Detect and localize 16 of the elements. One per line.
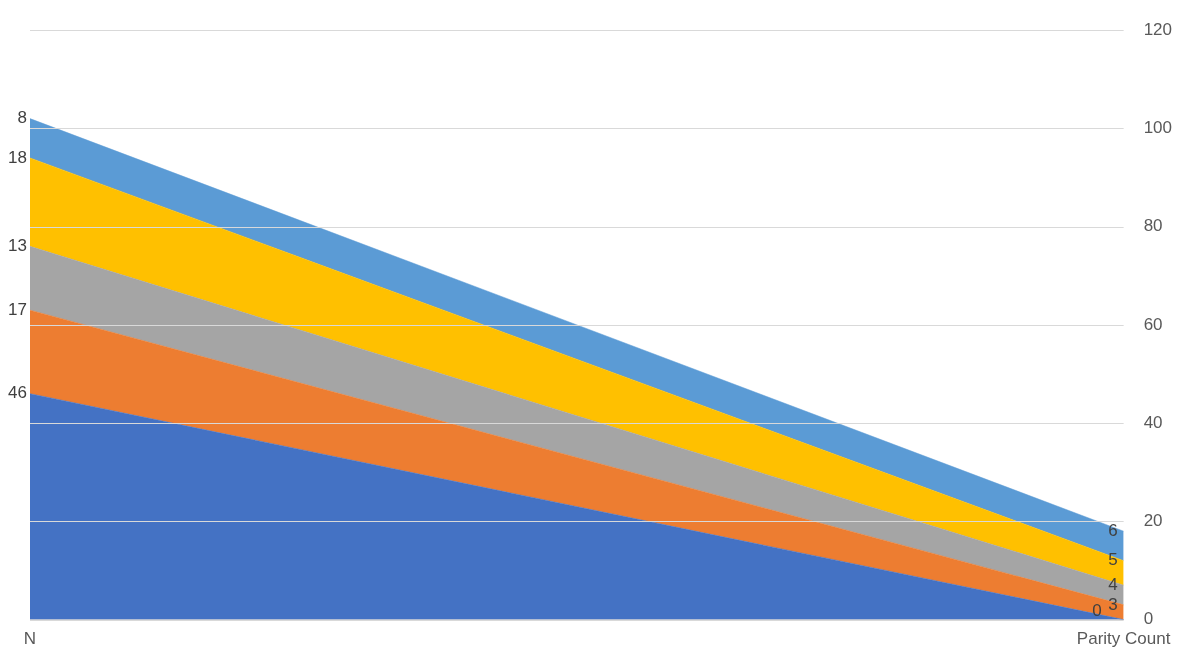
data-label: 8 (17, 108, 27, 128)
data-label: 17 (8, 299, 27, 319)
x-tick-label: N (23, 629, 37, 649)
data-label: 4 (1108, 574, 1118, 594)
x-tick-label: Parity Count (1076, 629, 1171, 649)
data-label: 5 (1108, 550, 1118, 570)
y-tick-label: 0 (1143, 609, 1154, 629)
y-tick-label: 80 (1143, 216, 1163, 236)
y-tick-label: 60 (1143, 314, 1163, 334)
data-label: 18 (8, 147, 27, 167)
y-tick-label: 20 (1143, 511, 1163, 531)
y-tick-label: 120 (1143, 19, 1173, 39)
data-label: 13 (8, 236, 27, 255)
y-tick-label: 100 (1143, 118, 1173, 138)
y-tick-label: 40 (1143, 412, 1163, 432)
data-label: 46 (8, 383, 27, 403)
